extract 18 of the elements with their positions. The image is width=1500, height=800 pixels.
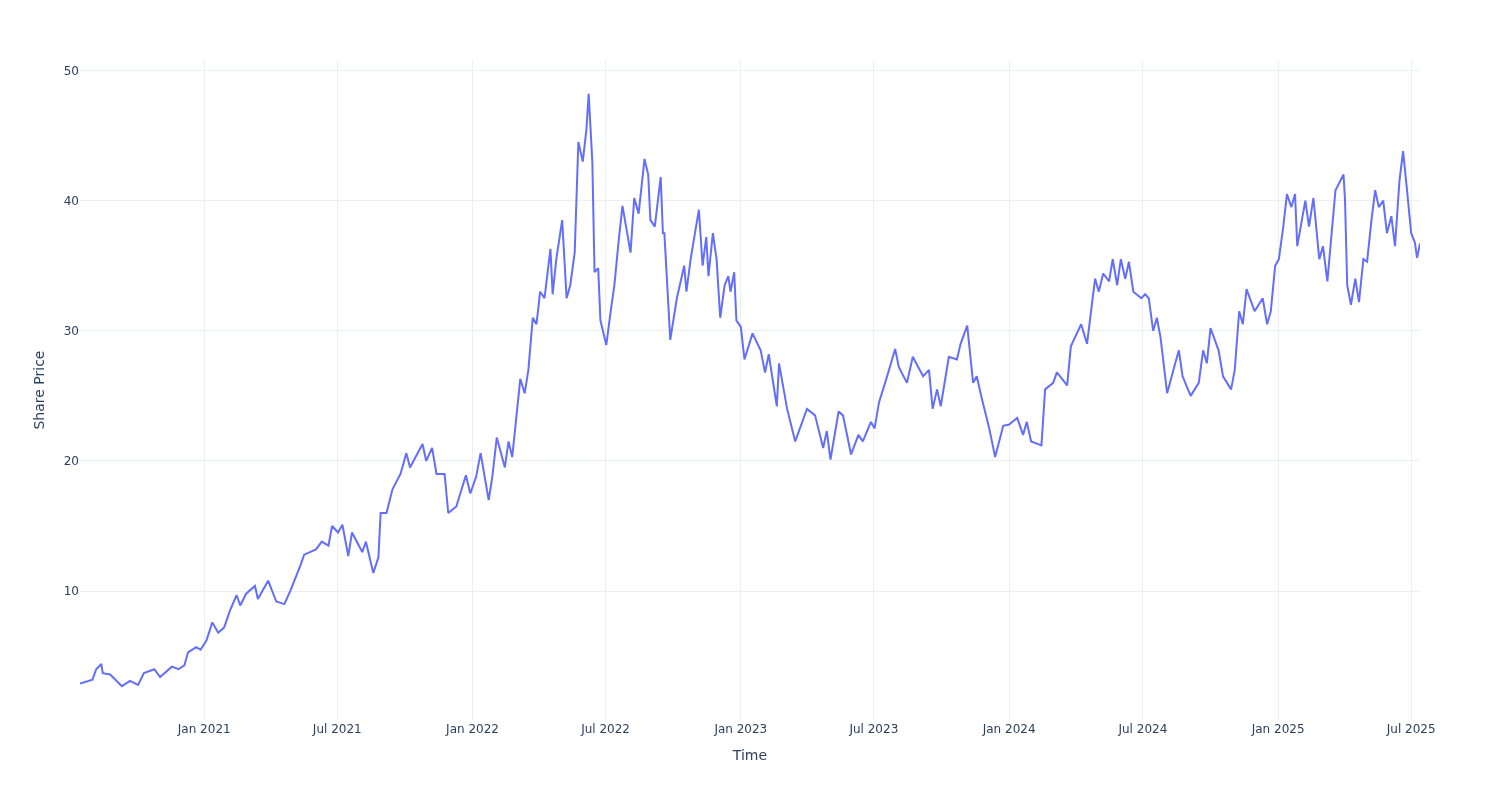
line-series — [80, 92, 1420, 688]
x-tick-label: Jan 2024 — [981, 722, 1036, 736]
x-tick-label: Jul 2024 — [1117, 722, 1168, 736]
x-tick-label: Jan 2021 — [176, 722, 231, 736]
y-tick-label: 10 — [63, 584, 79, 599]
x-tick-label: Jan 2022 — [445, 722, 499, 736]
y-tick-label: 40 — [63, 193, 79, 208]
x-axis-title: Time — [731, 747, 768, 764]
y-tick-label: 20 — [63, 454, 79, 469]
x-tick-label: Jul 2023 — [848, 722, 899, 736]
y-tick-label: 50 — [63, 63, 79, 78]
x-tick-label: Jul 2025 — [1385, 722, 1436, 736]
y-axis-title: Share Price — [31, 350, 48, 430]
x-tick-label: Jul 2022 — [580, 722, 630, 736]
x-tick-label: Jan 2023 — [713, 722, 768, 736]
x-tick-label: Jul 2021 — [311, 722, 362, 736]
y-tick-label: 30 — [63, 323, 79, 338]
x-tick-label: Jan 2025 — [1250, 722, 1305, 736]
